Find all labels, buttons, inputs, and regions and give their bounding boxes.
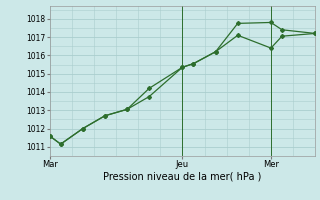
X-axis label: Pression niveau de la mer( hPa ): Pression niveau de la mer( hPa ) xyxy=(103,172,261,182)
